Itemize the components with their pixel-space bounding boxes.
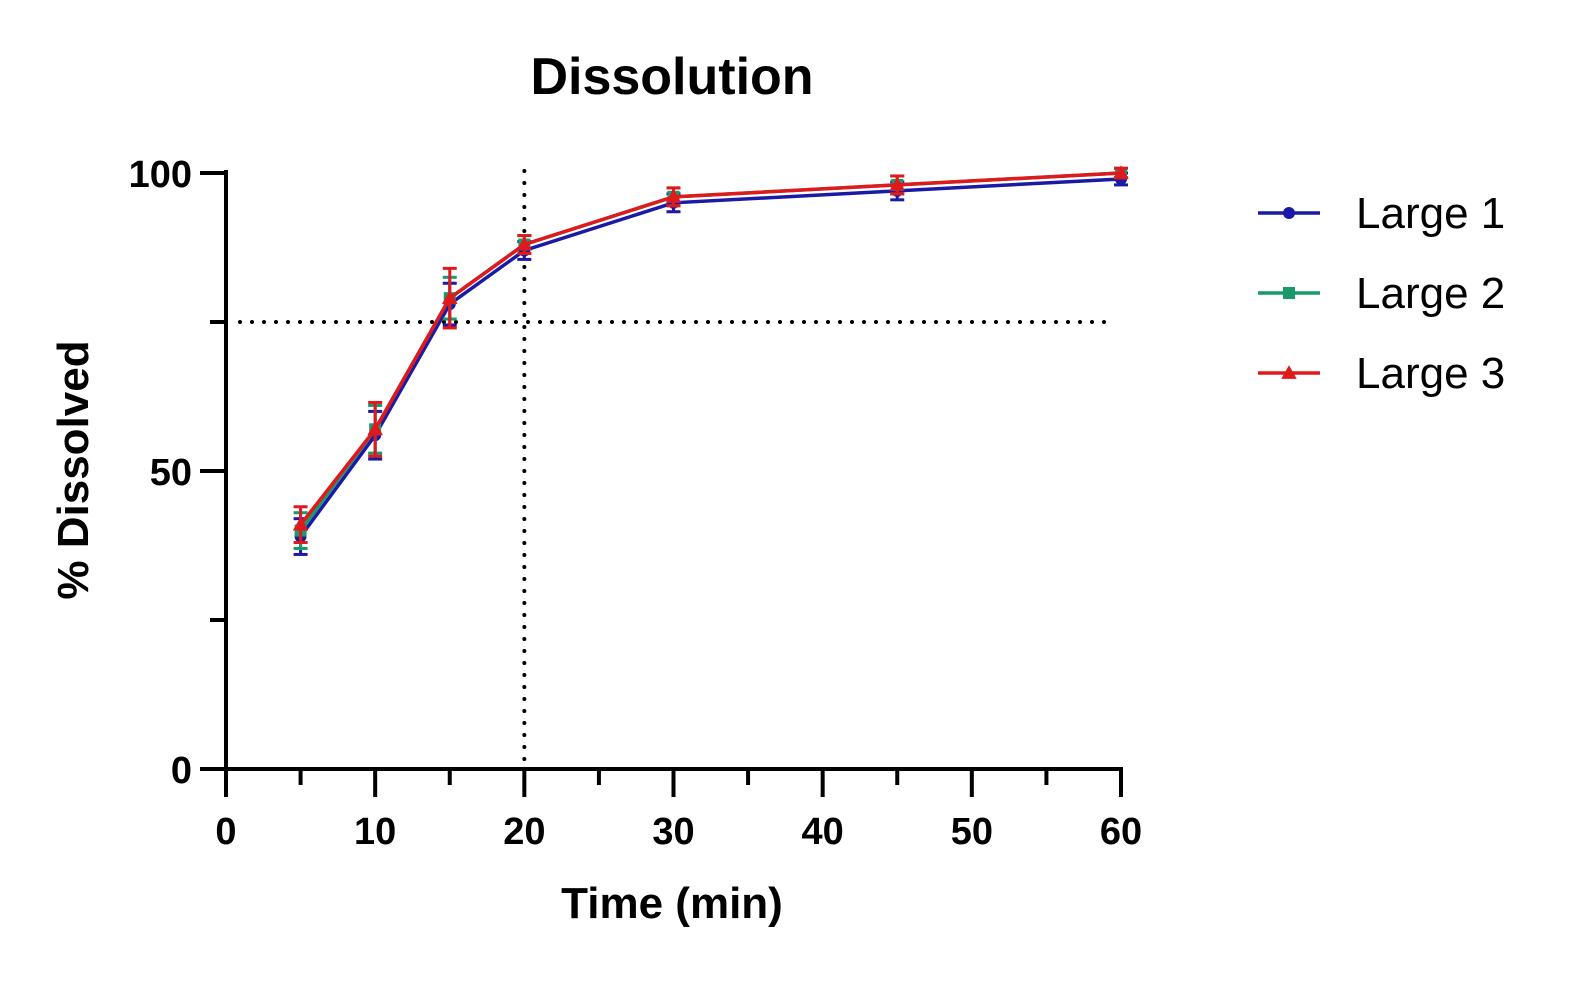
series-1 [293, 171, 1128, 556]
legend-swatch-marker [1283, 207, 1295, 219]
data-point [665, 189, 682, 203]
legend-item: Large 1 [1258, 189, 1505, 238]
x-tick-label: 10 [354, 811, 396, 853]
data-point [367, 421, 383, 436]
x-axis-label: Time (min) [561, 879, 783, 928]
legend-label: Large 2 [1356, 269, 1505, 318]
legend-label: Large 3 [1356, 349, 1505, 398]
x-tick-label: 40 [802, 811, 844, 853]
y-tick-label: 0 [171, 750, 192, 792]
axes: 0 10 20 30 40 50 60 0 50 100 [129, 154, 1143, 853]
x-tick-label: 30 [652, 811, 694, 853]
x-tick-label: 0 [215, 811, 236, 853]
legend-item: Large 2 [1258, 269, 1505, 318]
series-layer [292, 165, 1129, 556]
legend-item: Large 3 [1258, 349, 1505, 398]
y-tick-label: 50 [150, 452, 192, 494]
data-point [441, 290, 458, 305]
series-line [299, 177, 1122, 538]
y-axis-label: % Dissolved [49, 340, 98, 599]
legend-swatch-marker [1283, 287, 1295, 299]
data-point [889, 177, 906, 191]
x-tick-label: 60 [1100, 811, 1142, 853]
data-point [516, 236, 533, 251]
chart-title: Dissolution [530, 48, 813, 106]
data-point [292, 516, 309, 531]
x-tick-label: 50 [951, 811, 993, 853]
y-tick-label: 100 [129, 154, 192, 196]
legend: Large 1 Large 2 Large 3 [1258, 189, 1505, 398]
series-3 [292, 165, 1129, 545]
reference-lines [238, 169, 1108, 771]
data-point [1113, 165, 1129, 179]
legend-swatch-marker [1281, 365, 1297, 379]
legend-label: Large 1 [1356, 189, 1505, 238]
x-tick-label: 20 [503, 811, 545, 853]
